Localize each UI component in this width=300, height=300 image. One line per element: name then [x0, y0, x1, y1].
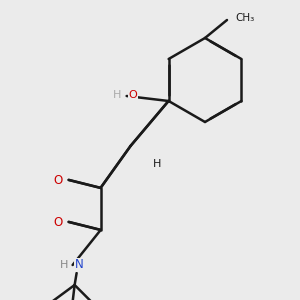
Text: H: H: [60, 260, 69, 270]
Text: H: H: [113, 90, 122, 100]
Text: CH₃: CH₃: [235, 13, 254, 23]
Text: H: H: [153, 159, 161, 169]
Text: O: O: [129, 90, 137, 100]
Text: O: O: [53, 215, 63, 229]
Text: O: O: [53, 173, 63, 187]
Text: N: N: [75, 259, 83, 272]
